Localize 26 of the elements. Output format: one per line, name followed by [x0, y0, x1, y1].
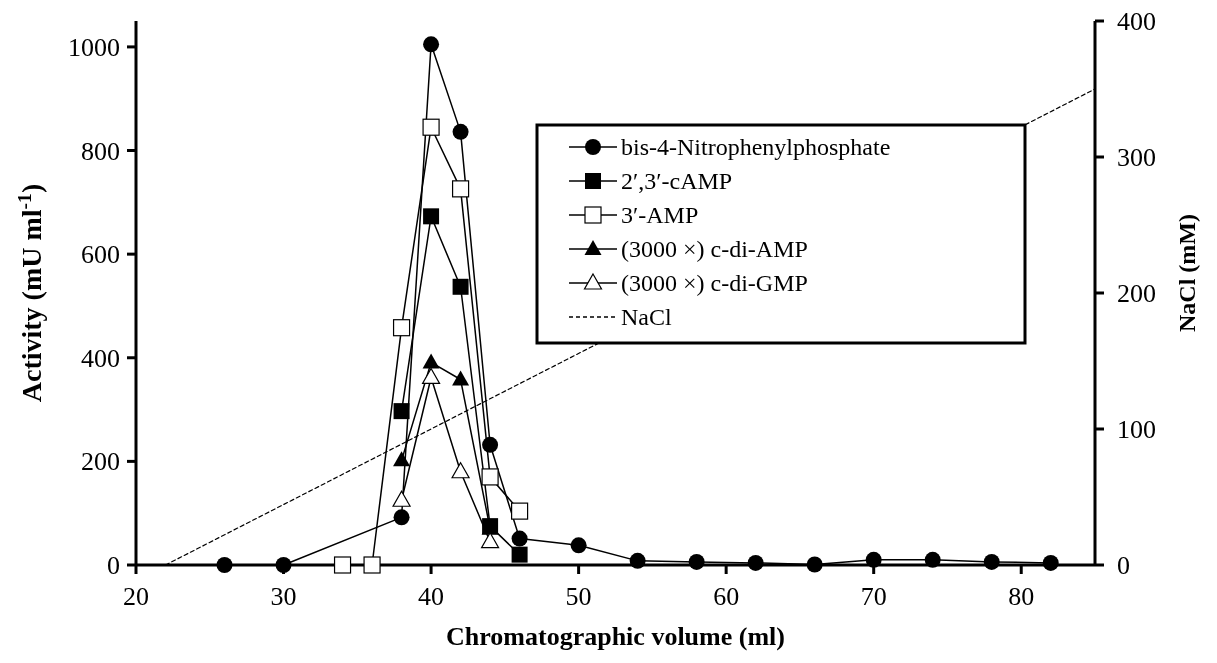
- y2-axis-title: NaCl (mM): [1174, 214, 1200, 332]
- y-tick-label: 0: [107, 551, 120, 581]
- x-tick-label: 60: [713, 582, 740, 611]
- y2-tick-label: 0: [1117, 551, 1130, 581]
- legend-label: (3000 ×) c-di-GMP: [621, 270, 808, 297]
- legend-label: (3000 ×) c-di-AMP: [621, 236, 808, 263]
- y-tick-label: 200: [81, 447, 120, 477]
- y-tick-label: 800: [81, 136, 120, 166]
- x-axis-title: Chromatographic volume (ml): [446, 622, 785, 651]
- legend-label: bis-4-Nitrophenylphosphate: [621, 134, 891, 161]
- y2-tick-label: 100: [1117, 415, 1156, 445]
- legend-label: 2′,3′-cAMP: [621, 168, 733, 195]
- y2-tick-label: 300: [1117, 143, 1156, 173]
- x-tick-label: 70: [860, 582, 887, 611]
- legend-label: 3′-AMP: [621, 202, 699, 229]
- y-tick-label: 1000: [68, 33, 120, 62]
- legend-label: NaCl: [621, 304, 672, 331]
- x-tick-label: 30: [270, 582, 297, 611]
- y2-tick-label: 400: [1117, 7, 1156, 37]
- y-tick-label: 600: [81, 240, 120, 270]
- y-tick-label: 400: [81, 343, 120, 373]
- y2-tick-label: 200: [1117, 279, 1156, 309]
- x-tick-label: 20: [123, 582, 149, 611]
- x-tick-label: 80: [1008, 582, 1035, 611]
- x-tick-label: 40: [418, 582, 445, 611]
- x-tick-label: 50: [565, 582, 592, 611]
